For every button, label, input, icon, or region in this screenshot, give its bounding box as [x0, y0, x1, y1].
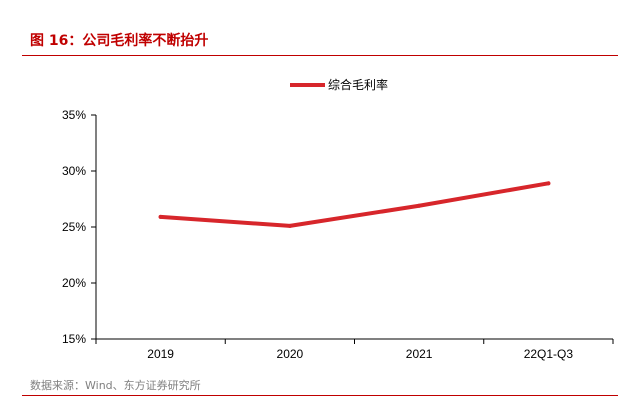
data-point	[287, 223, 292, 228]
data-point	[417, 203, 422, 208]
data-point	[546, 181, 551, 186]
x-tick-label: 2019	[147, 347, 174, 361]
title-divider	[22, 55, 618, 56]
y-tick-label: 35%	[62, 108, 86, 122]
source-divider	[22, 395, 618, 396]
y-tick-label: 30%	[62, 164, 86, 178]
data-point	[158, 214, 163, 219]
x-tick-label: 22Q1-Q3	[524, 347, 574, 361]
x-tick-labels: 2019 2020 2021 22Q1-Q3	[147, 347, 573, 361]
source-note: 数据来源：Wind、东方证券研究所	[30, 379, 201, 392]
axes	[91, 114, 614, 344]
legend-label: 综合毛利率	[328, 77, 388, 92]
y-tick-label: 20%	[62, 276, 86, 290]
figure-title: 图 16：公司毛利率不断抬升	[30, 33, 209, 49]
y-tick-label: 15%	[62, 332, 86, 346]
x-tick-label: 2020	[277, 347, 304, 361]
series-line-0	[158, 181, 551, 228]
y-tick-labels: 15% 20% 25% 30% 35%	[62, 108, 86, 346]
legend: 综合毛利率	[290, 77, 388, 92]
series-group	[158, 181, 551, 228]
x-tick-label: 2021	[406, 347, 433, 361]
y-tick-label: 25%	[62, 220, 86, 234]
